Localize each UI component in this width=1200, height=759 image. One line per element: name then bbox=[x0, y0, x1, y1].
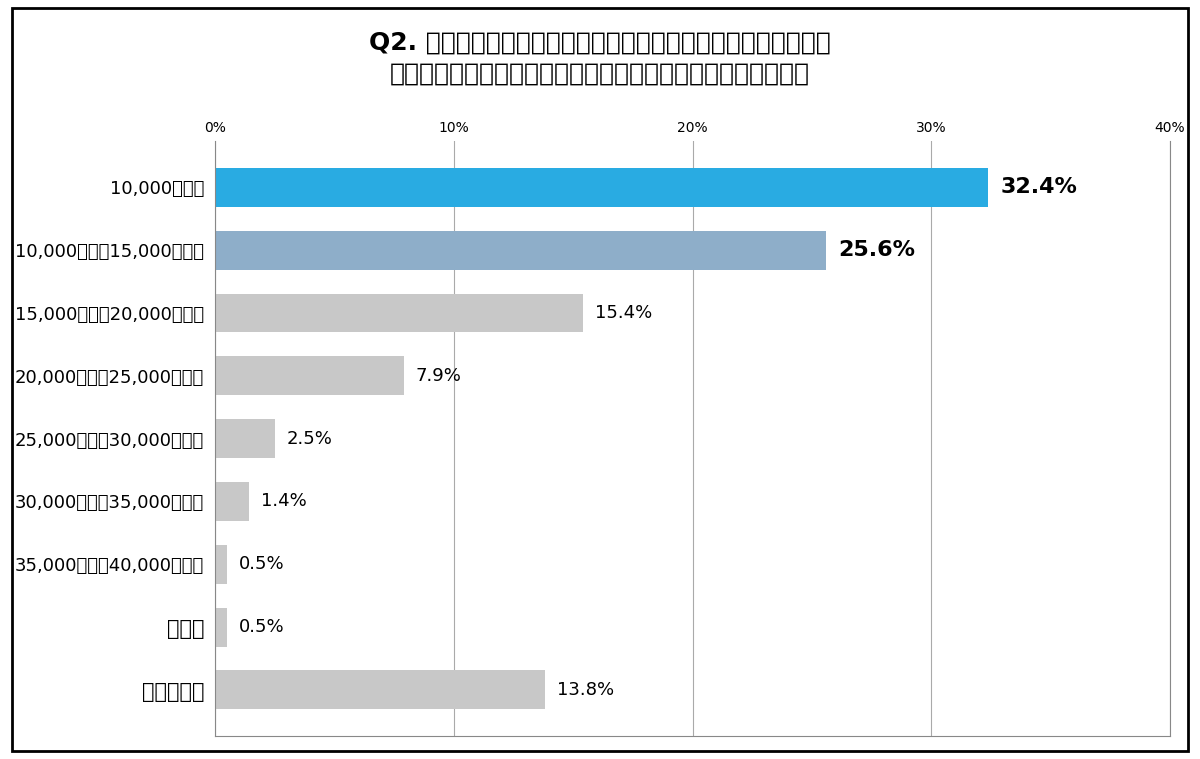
Text: 13.8%: 13.8% bbox=[557, 681, 613, 699]
Bar bbox=[215, 545, 227, 584]
Bar bbox=[215, 231, 826, 269]
Bar bbox=[215, 294, 583, 332]
Text: 2.5%: 2.5% bbox=[287, 430, 332, 448]
Text: 0.5%: 0.5% bbox=[239, 618, 284, 636]
Text: 7.9%: 7.9% bbox=[415, 367, 462, 385]
Bar bbox=[215, 608, 227, 647]
Bar bbox=[215, 419, 275, 458]
Text: Q2. 学習塾などの学校外教育費について伺います。英語・数学の
２教科指導の場合、どのぐらいの料金が妥当だと思いますか？: Q2. 学習塾などの学校外教育費について伺います。英語・数学の ２教科指導の場合… bbox=[370, 30, 830, 86]
Bar bbox=[215, 670, 545, 710]
Text: 0.5%: 0.5% bbox=[239, 556, 284, 573]
Text: 32.4%: 32.4% bbox=[1001, 178, 1078, 197]
Text: 15.4%: 15.4% bbox=[595, 304, 652, 322]
Text: 1.4%: 1.4% bbox=[260, 493, 306, 510]
Bar bbox=[215, 356, 404, 395]
Text: 25.6%: 25.6% bbox=[838, 240, 916, 260]
Bar bbox=[215, 482, 248, 521]
Bar bbox=[215, 168, 989, 207]
